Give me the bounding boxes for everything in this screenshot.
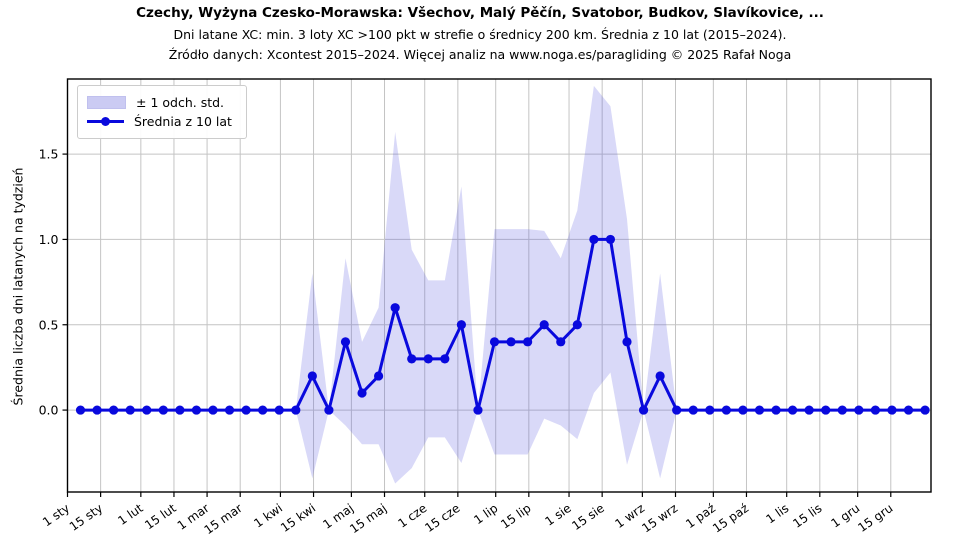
grid-layer [67,79,931,492]
svg-text:15 kwi: 15 kwi [278,501,318,535]
svg-text:15 paź: 15 paź [710,501,751,536]
legend-line-label: Średnia z 10 lat [134,114,232,129]
legend-item-mean-line: Średnia z 10 lat [87,112,232,131]
svg-text:1 lis: 1 lis [763,501,791,526]
svg-text:1.0: 1.0 [39,232,59,247]
std-band [80,85,926,484]
svg-text:15 gru: 15 gru [855,501,895,535]
svg-text:0.0: 0.0 [39,403,59,418]
y-axis: 0.0 0.5 1.0 1.5 [39,147,68,418]
y-axis-label: Średnia liczba dni latanych na tydzień [10,167,26,406]
svg-text:15 maj: 15 maj [347,501,389,536]
svg-text:15 wrz: 15 wrz [639,501,680,535]
legend-item-band: ± 1 odch. std. [87,93,232,112]
svg-text:15 lip: 15 lip [498,501,533,532]
svg-text:15 lis: 15 lis [790,501,824,531]
svg-text:15 mar: 15 mar [202,501,245,537]
svg-text:15 cze: 15 cze [422,501,462,535]
chart-subtitle: Dni latane XC: min. 3 loty XC >100 pkt w… [173,27,787,42]
svg-text:0.5: 0.5 [39,317,59,332]
svg-text:15 lut: 15 lut [142,501,179,533]
line-swatch-icon [87,116,124,128]
svg-text:1.5: 1.5 [39,147,59,162]
svg-text:1 lut: 1 lut [115,501,145,528]
svg-text:1 sie: 1 sie [542,501,573,529]
svg-text:15 sie: 15 sie [569,501,607,533]
svg-text:15 sty: 15 sty [67,501,105,534]
mean-line-series [75,234,930,415]
chart-source-line: Źródło danych: Xcontest 2015–2024. Więce… [168,47,792,62]
plot-border [66,78,932,493]
band-swatch-icon [87,96,126,109]
svg-text:1 sty: 1 sty [40,501,72,529]
svg-text:1 lip: 1 lip [471,501,500,527]
legend-band-label: ± 1 odch. std. [136,95,225,110]
legend: ± 1 odch. std. Średnia z 10 lat [77,85,247,139]
chart-title: Czechy, Wyżyna Czesko-Morawska: Všechov,… [136,5,824,21]
